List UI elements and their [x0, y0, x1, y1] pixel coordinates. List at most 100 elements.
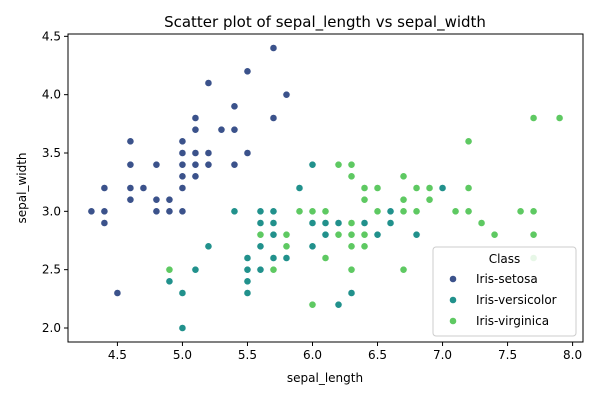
legend-marker [449, 317, 457, 325]
data-point [178, 137, 187, 146]
x-tick-label: 7.0 [433, 348, 452, 362]
data-point [178, 149, 187, 157]
data-point [386, 207, 395, 216]
data-point [425, 195, 434, 204]
x-tick-label: 6.5 [368, 348, 387, 362]
data-point [178, 324, 187, 332]
data-point [347, 265, 356, 274]
data-point [269, 254, 278, 262]
y-tick-label: 2.5 [42, 263, 61, 277]
data-point [126, 184, 135, 192]
data-point [347, 219, 356, 227]
y-axis-ticks: 2.0 2.5 3.0 3.5 4.0 4.5 [42, 29, 68, 335]
data-point [191, 265, 200, 274]
data-point [373, 207, 382, 216]
data-point [126, 137, 135, 146]
data-point [204, 149, 213, 157]
data-point [243, 289, 252, 297]
data-point [360, 230, 369, 239]
legend-box [432, 246, 577, 337]
legend-label: Iris-setosa [476, 272, 538, 286]
y-axis-label: sepal_width [15, 152, 29, 223]
data-point [282, 90, 291, 99]
data-point [438, 184, 447, 192]
data-point [191, 160, 200, 169]
data-point [152, 160, 161, 169]
data-point [334, 300, 343, 309]
data-point [139, 184, 148, 192]
data-point [477, 219, 486, 227]
data-point [230, 125, 239, 134]
data-point [464, 207, 473, 216]
data-point [529, 114, 538, 122]
data-point [282, 242, 291, 251]
data-point [204, 79, 213, 87]
data-point [243, 149, 252, 157]
data-point [243, 277, 252, 286]
data-point [555, 114, 564, 122]
legend-marker [449, 296, 457, 304]
data-point [321, 219, 330, 227]
data-point [100, 184, 109, 192]
legend-label: Iris-versicolor [476, 293, 557, 307]
x-tick-label: 7.5 [498, 348, 517, 362]
data-point [412, 207, 421, 216]
data-point [269, 230, 278, 239]
data-point [321, 254, 330, 262]
data-point [373, 230, 382, 239]
data-point [100, 219, 109, 227]
data-point [191, 149, 200, 157]
data-point [100, 207, 109, 216]
data-point [399, 172, 408, 181]
legend-entries: Iris-setosa Iris-versicolor Iris-virginica [449, 272, 557, 328]
data-point [412, 230, 421, 239]
data-point [178, 184, 187, 192]
data-point [165, 195, 174, 204]
y-tick-label: 3.0 [42, 204, 61, 218]
data-point [230, 160, 239, 169]
data-point [217, 125, 226, 134]
data-point [425, 184, 434, 192]
y-tick-label: 4.5 [42, 29, 61, 43]
data-point [165, 207, 174, 216]
data-point [178, 160, 187, 169]
x-tick-label: 5.5 [238, 348, 257, 362]
x-tick-label: 5.0 [173, 348, 192, 362]
data-point [412, 184, 421, 192]
data-point [308, 242, 317, 251]
data-point [191, 125, 200, 134]
data-point [308, 160, 317, 169]
data-point [529, 230, 538, 239]
data-point [334, 160, 343, 169]
data-point [204, 160, 213, 169]
data-point [334, 219, 343, 227]
data-point [87, 207, 96, 216]
data-point [360, 219, 369, 227]
chart-title: Scatter plot of sepal_length vs sepal_wi… [164, 13, 486, 32]
data-point [308, 207, 317, 216]
data-point [308, 219, 317, 227]
data-point [269, 265, 278, 274]
x-tick-label: 8.0 [563, 348, 582, 362]
data-point [178, 207, 187, 216]
data-point [269, 207, 278, 216]
data-point [256, 219, 265, 227]
data-point [490, 230, 499, 239]
data-point [347, 289, 356, 297]
data-point [256, 265, 265, 274]
data-point [347, 230, 356, 239]
data-point [321, 230, 330, 239]
data-point [347, 160, 356, 169]
data-point [256, 207, 265, 216]
data-point [360, 184, 369, 192]
data-point [399, 265, 408, 274]
plot-frame [67, 33, 584, 343]
data-point [347, 172, 356, 181]
data-point [191, 172, 200, 181]
data-point [243, 265, 252, 274]
data-point [243, 67, 252, 76]
x-axis-ticks: 4.5 5.0 5.5 6.0 6.5 7.0 7.5 8.0 [108, 342, 582, 362]
data-point [204, 242, 213, 251]
data-point [516, 207, 525, 216]
legend-label: Iris-virginica [476, 314, 549, 328]
